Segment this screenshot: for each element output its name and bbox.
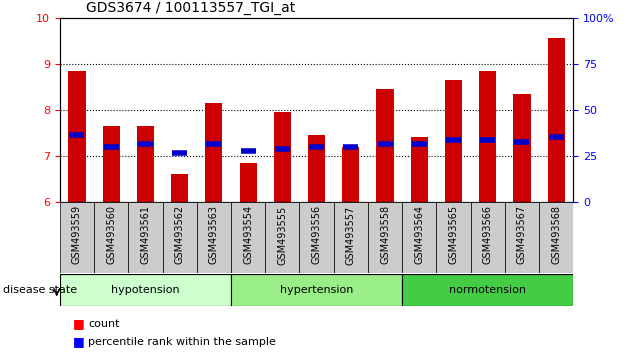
FancyBboxPatch shape	[539, 202, 573, 273]
Bar	[274, 112, 291, 202]
Text: GSM493566: GSM493566	[483, 205, 493, 264]
Text: hypertension: hypertension	[280, 285, 353, 295]
Text: normotension: normotension	[449, 285, 526, 295]
FancyBboxPatch shape	[231, 274, 402, 306]
Bar	[137, 126, 154, 202]
Text: ■: ■	[72, 318, 84, 330]
Text: GSM493554: GSM493554	[243, 205, 253, 264]
Bar	[103, 126, 120, 202]
FancyBboxPatch shape	[368, 202, 402, 273]
FancyBboxPatch shape	[402, 202, 437, 273]
FancyBboxPatch shape	[129, 202, 163, 273]
Text: count: count	[88, 319, 120, 329]
Bar	[308, 135, 325, 202]
Bar	[513, 94, 530, 202]
Bar	[205, 103, 222, 202]
FancyBboxPatch shape	[60, 274, 231, 306]
Text: GSM493557: GSM493557	[346, 205, 356, 264]
FancyBboxPatch shape	[505, 202, 539, 273]
Bar	[69, 71, 86, 202]
FancyBboxPatch shape	[334, 202, 368, 273]
Bar	[171, 174, 188, 202]
Bar	[411, 137, 428, 202]
Bar	[479, 71, 496, 202]
Text: GSM493567: GSM493567	[517, 205, 527, 264]
Text: GSM493556: GSM493556	[312, 205, 321, 264]
FancyBboxPatch shape	[94, 202, 129, 273]
FancyBboxPatch shape	[231, 202, 265, 273]
Text: GSM493558: GSM493558	[380, 205, 390, 264]
FancyBboxPatch shape	[471, 202, 505, 273]
Bar	[342, 147, 359, 202]
Text: disease state: disease state	[3, 285, 77, 295]
Text: ■: ■	[72, 335, 84, 348]
FancyBboxPatch shape	[163, 202, 197, 273]
Text: GSM493562: GSM493562	[175, 205, 185, 264]
Text: GSM493568: GSM493568	[551, 205, 561, 264]
FancyBboxPatch shape	[402, 274, 573, 306]
Text: GSM493563: GSM493563	[209, 205, 219, 264]
Text: GSM493561: GSM493561	[140, 205, 151, 264]
Text: GSM493564: GSM493564	[415, 205, 424, 264]
Text: GSM493565: GSM493565	[449, 205, 459, 264]
Bar	[445, 80, 462, 202]
Text: hypotension: hypotension	[111, 285, 180, 295]
Text: GDS3674 / 100113557_TGI_at: GDS3674 / 100113557_TGI_at	[86, 1, 295, 15]
FancyBboxPatch shape	[60, 202, 94, 273]
Text: GSM493560: GSM493560	[106, 205, 116, 264]
Bar	[239, 163, 256, 202]
Text: GSM493559: GSM493559	[72, 205, 82, 264]
FancyBboxPatch shape	[299, 202, 334, 273]
FancyBboxPatch shape	[265, 202, 299, 273]
FancyBboxPatch shape	[437, 202, 471, 273]
FancyBboxPatch shape	[197, 202, 231, 273]
Text: percentile rank within the sample: percentile rank within the sample	[88, 337, 276, 347]
Bar	[547, 38, 564, 202]
Text: GSM493555: GSM493555	[277, 205, 287, 264]
Bar	[377, 89, 394, 202]
